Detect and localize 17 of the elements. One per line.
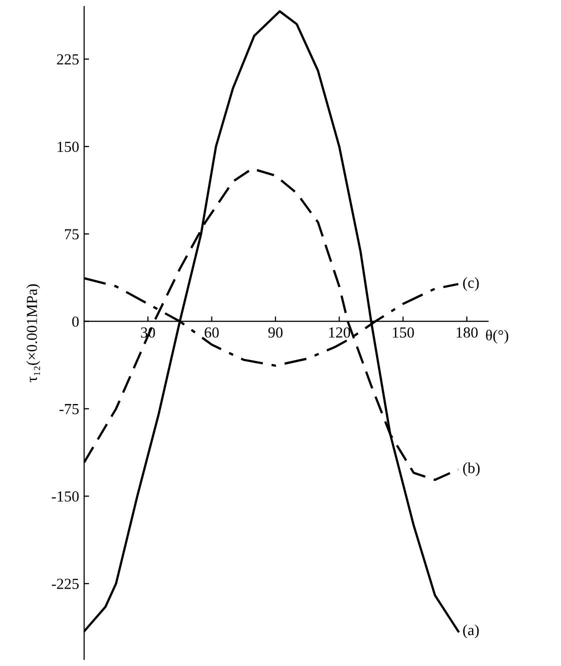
x-axis-title: θ(°) xyxy=(486,330,508,344)
x-tick-label: 60 xyxy=(204,327,219,338)
y-tick-label: 75 xyxy=(65,229,79,240)
y-tick-label: 0 xyxy=(72,316,79,327)
series-label: (c) xyxy=(463,277,479,291)
series-label: (b) xyxy=(463,462,480,476)
x-tick-label: 180 xyxy=(456,327,478,338)
series-label: (a) xyxy=(463,624,479,638)
y-tick-label: 225 xyxy=(57,54,79,65)
y-tick-label: -75 xyxy=(59,404,79,414)
y-tick-label: 150 xyxy=(58,142,79,152)
x-tick-label: 150 xyxy=(392,327,414,338)
y-tick-label: -225 xyxy=(52,578,79,590)
x-tick-label: 120 xyxy=(329,327,350,338)
y-tick-label: -150 xyxy=(52,491,79,502)
x-tick-label: 90 xyxy=(268,327,283,338)
y-axis-title: τ₁₂(×0.001MPa) xyxy=(26,284,40,382)
